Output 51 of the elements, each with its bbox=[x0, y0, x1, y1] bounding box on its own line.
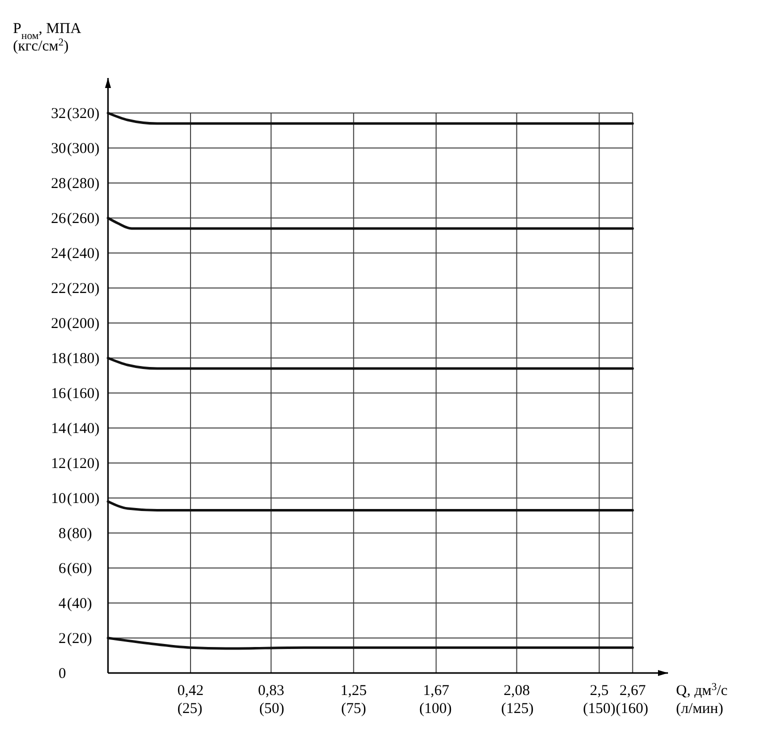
x-tick-label: 2,67 bbox=[620, 683, 646, 699]
y2-tick-label: (180) bbox=[67, 351, 100, 367]
y-tick-label: 16 bbox=[51, 386, 66, 402]
y-tick-label: 2 bbox=[58, 631, 66, 647]
y2-tick-label: (280) bbox=[67, 176, 100, 192]
y-tick-label: 24 bbox=[51, 246, 66, 262]
y-tick-label: 28 bbox=[51, 176, 66, 192]
y2-tick-label: (60) bbox=[67, 561, 92, 577]
y-tick-label: 20 bbox=[51, 316, 66, 332]
x-tick-label: 0,83 bbox=[258, 683, 284, 699]
x-tick-label: 1,25 bbox=[340, 683, 367, 699]
x-tick-label: 2,08 bbox=[504, 683, 530, 699]
x2-tick-label: (125) bbox=[501, 701, 534, 717]
x-tick-label: 1,67 bbox=[423, 683, 450, 699]
x-axis-title: Q, дм$^{3}$/с bbox=[676, 682, 728, 699]
y-tick-label: 0 bbox=[58, 666, 66, 682]
y2-tick-label: (140) bbox=[67, 421, 100, 437]
y2-tick-label: (320) bbox=[67, 106, 100, 122]
y2-tick-label: (40) bbox=[67, 596, 92, 612]
x2-tick-label: (100) bbox=[419, 701, 452, 717]
y-tick-label: 8 bbox=[58, 526, 66, 542]
x-tick-label: 2,5 bbox=[590, 683, 609, 699]
y2-tick-label: (260) bbox=[67, 211, 100, 227]
y-tick-label: 10 bbox=[51, 491, 66, 507]
y2-tick-label: (160) bbox=[67, 386, 100, 402]
y-tick-label: 18 bbox=[51, 351, 66, 367]
y2-tick-label: (100) bbox=[67, 491, 100, 507]
y-tick-label: 26 bbox=[51, 211, 66, 227]
y2-tick-label: (20) bbox=[67, 631, 92, 647]
y-tick-label: 22 bbox=[51, 281, 66, 297]
y2-tick-label: (240) bbox=[67, 246, 100, 262]
y-tick-label: 14 bbox=[51, 421, 66, 437]
y-axis-title: P$_{ном}$, МПА (кгс/см$^{2}$) bbox=[13, 21, 82, 54]
x-tick-label: 0,42 bbox=[177, 683, 204, 699]
y2-tick-label: (80) bbox=[67, 526, 92, 542]
y-tick-label: 32 bbox=[51, 106, 66, 122]
y-tick-label: 4 bbox=[58, 596, 66, 612]
line-series bbox=[106, 636, 634, 650]
y2-tick-label: (200) bbox=[67, 316, 100, 332]
x2-tick-label: (25) bbox=[177, 701, 202, 717]
x2-tick-label: (160) bbox=[616, 701, 648, 717]
x2-axis-title: (л/мин) bbox=[676, 701, 724, 717]
y-tick-label: 6 bbox=[58, 561, 66, 577]
y2-tick-label: (220) bbox=[67, 281, 100, 297]
y2-tick-label: (120) bbox=[67, 456, 100, 472]
y-tick-label: 12 bbox=[51, 456, 66, 472]
x2-tick-label: (75) bbox=[341, 701, 366, 717]
y-tick-label: 30 bbox=[51, 141, 66, 157]
y2-tick-label: (300) bbox=[67, 141, 100, 157]
x2-tick-label: (150) bbox=[582, 701, 616, 717]
x2-tick-label: (50) bbox=[259, 701, 284, 717]
